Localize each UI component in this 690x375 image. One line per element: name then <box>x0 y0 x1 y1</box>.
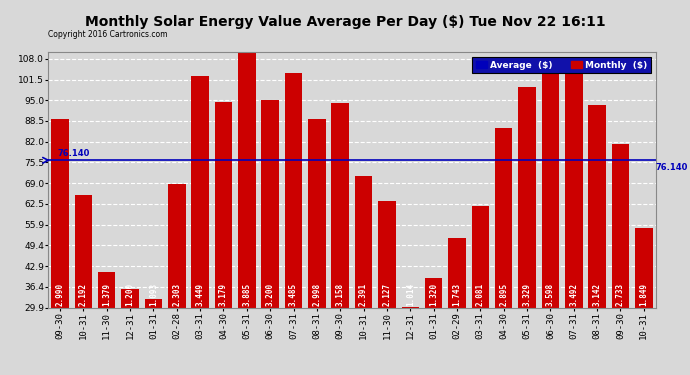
Text: 3.449: 3.449 <box>195 283 205 306</box>
Text: 76.140: 76.140 <box>656 164 688 172</box>
Bar <box>355 176 373 375</box>
Bar <box>565 72 582 375</box>
Bar <box>635 228 653 375</box>
Text: 76.140: 76.140 <box>58 149 90 158</box>
Text: 2.990: 2.990 <box>55 283 64 306</box>
Bar <box>425 278 442 375</box>
Bar <box>191 76 209 375</box>
Text: 2.391: 2.391 <box>359 283 368 306</box>
Bar <box>285 72 302 375</box>
Text: 3.598: 3.598 <box>546 283 555 306</box>
Text: Monthly Solar Energy Value Average Per Day ($) Tue Nov 22 16:11: Monthly Solar Energy Value Average Per D… <box>85 15 605 29</box>
Text: 3.329: 3.329 <box>522 283 531 306</box>
Bar <box>589 105 606 375</box>
Text: 1.320: 1.320 <box>429 283 438 306</box>
Bar <box>471 206 489 375</box>
Text: 2.127: 2.127 <box>382 283 391 306</box>
Bar <box>121 289 139 375</box>
Text: 3.179: 3.179 <box>219 283 228 306</box>
Bar <box>612 144 629 375</box>
Text: 3.885: 3.885 <box>242 283 251 306</box>
Text: 2.895: 2.895 <box>499 283 509 306</box>
Text: 3.142: 3.142 <box>593 283 602 306</box>
Bar <box>98 272 115 375</box>
Bar <box>518 87 536 375</box>
Text: 2.303: 2.303 <box>172 283 181 306</box>
Text: 1.093: 1.093 <box>149 283 158 306</box>
Text: 3.485: 3.485 <box>289 283 298 306</box>
Text: 1.849: 1.849 <box>640 283 649 306</box>
Text: 2.998: 2.998 <box>313 283 322 306</box>
Bar <box>262 99 279 375</box>
Text: 1.379: 1.379 <box>102 283 111 306</box>
Bar <box>542 62 559 375</box>
Bar <box>51 119 69 375</box>
Bar <box>75 195 92 375</box>
Bar <box>215 102 233 375</box>
Bar <box>448 237 466 375</box>
Bar <box>168 184 186 375</box>
Bar <box>308 118 326 375</box>
Text: 1.200: 1.200 <box>126 283 135 306</box>
Bar <box>331 104 349 375</box>
Bar <box>402 307 419 375</box>
Bar <box>378 201 395 375</box>
Bar <box>238 34 255 375</box>
Text: Copyright 2016 Cartronics.com: Copyright 2016 Cartronics.com <box>48 30 168 39</box>
Bar <box>495 128 513 375</box>
Text: 3.158: 3.158 <box>336 283 345 306</box>
Text: 3.200: 3.200 <box>266 283 275 306</box>
Text: 2.733: 2.733 <box>616 283 625 306</box>
Text: 2.192: 2.192 <box>79 283 88 306</box>
Text: 2.081: 2.081 <box>476 283 485 306</box>
Text: 3.492: 3.492 <box>569 283 578 306</box>
Text: 1.014: 1.014 <box>406 283 415 306</box>
Legend: Average  ($), Monthly  ($): Average ($), Monthly ($) <box>472 57 651 73</box>
Bar <box>145 299 162 375</box>
Text: 1.743: 1.743 <box>453 283 462 306</box>
